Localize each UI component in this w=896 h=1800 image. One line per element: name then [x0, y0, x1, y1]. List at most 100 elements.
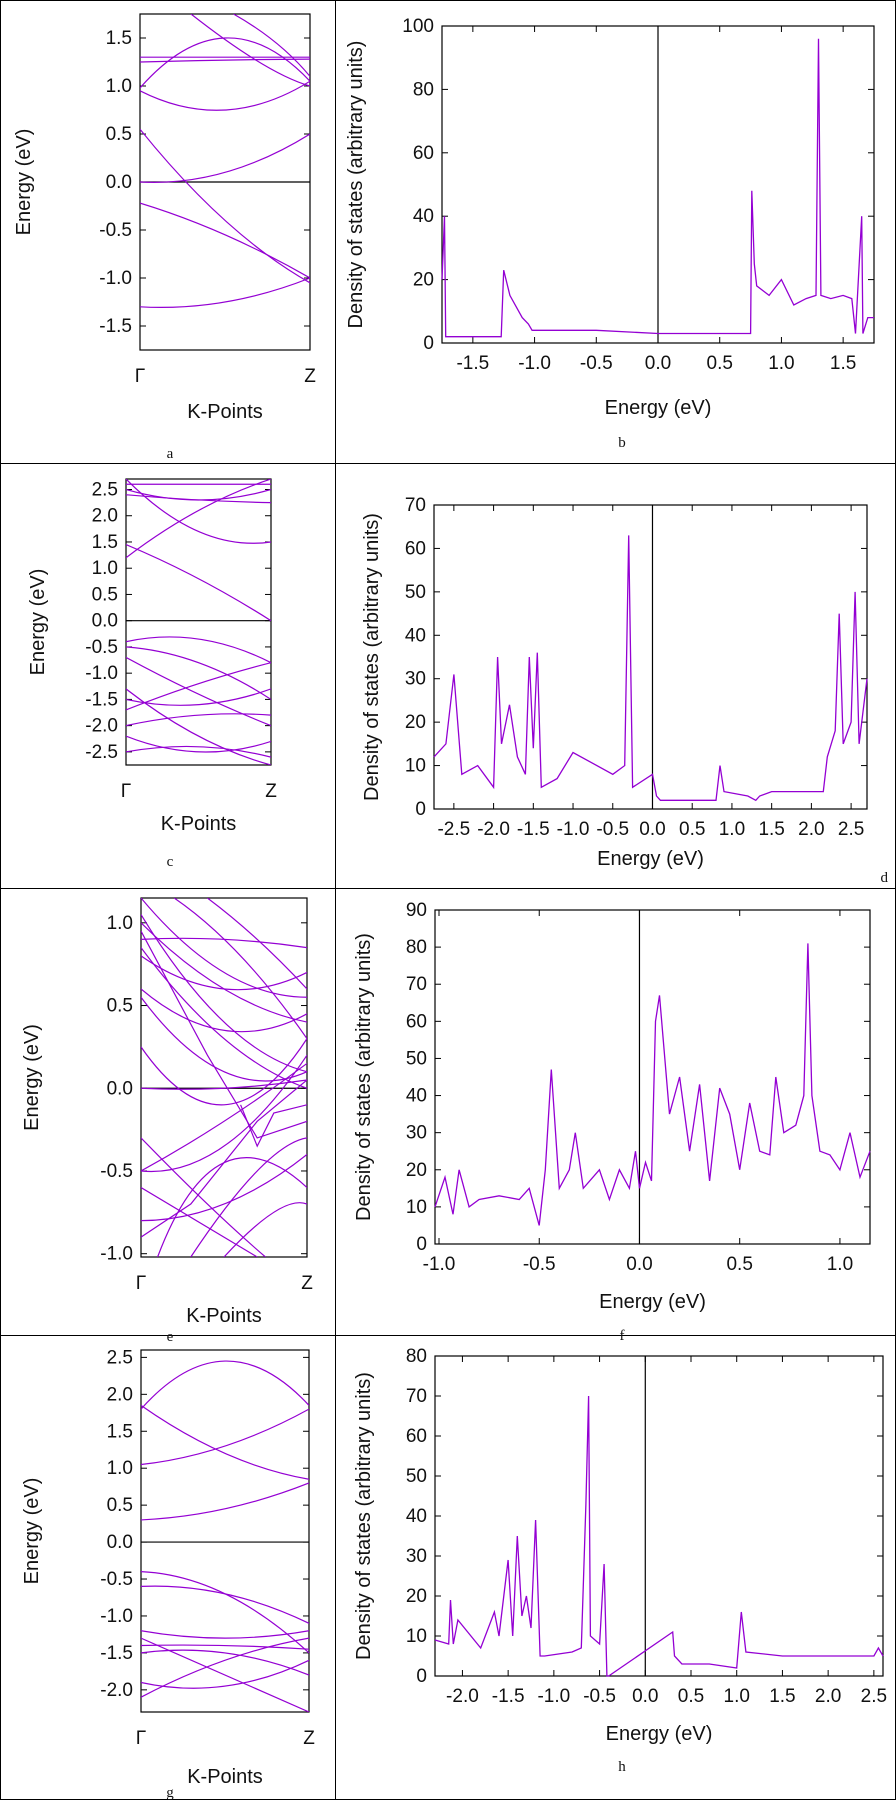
band-line-g-2	[141, 1404, 309, 1480]
x-tick-label-f: 0.5	[726, 1254, 752, 1275]
x-tick-label-h: 0.5	[678, 1686, 704, 1707]
band-line-a-3	[140, 277, 310, 308]
band-line-e-17	[157, 1157, 307, 1257]
band-line-c-0	[126, 544, 271, 622]
x-tick-label-d: 1.5	[758, 819, 784, 840]
y-axis-label-d: Density of states (arbitrary units)	[361, 513, 383, 801]
x-tick-label-h: 2.0	[815, 1686, 841, 1707]
y-tick-label-d: 0	[415, 799, 426, 820]
band-line-e-9	[141, 898, 307, 998]
plot-frame-h	[434, 1355, 884, 1677]
y-tick-label-c: -0.5	[85, 637, 118, 658]
y-axis-label-e: Energy (eV)	[21, 1024, 43, 1131]
x-tick-label-b: 0.5	[707, 353, 733, 374]
band-line-e-3	[141, 1038, 307, 1106]
x-tick-label-b: 1.0	[768, 353, 794, 374]
band-line-e-2	[141, 1079, 307, 1090]
x-axis-label-h: Energy (eV)	[606, 1723, 713, 1745]
y-tick-label-b: 100	[402, 16, 434, 37]
band-line-c-1	[126, 479, 271, 559]
band-line-e-14	[141, 930, 307, 1139]
y-tick-label-f: 30	[406, 1123, 427, 1144]
band-line-e-18	[190, 1137, 307, 1257]
y-tick-label-e: 0.5	[107, 996, 133, 1017]
k-point-label-c: Γ	[121, 781, 131, 802]
band-line-a-1	[140, 202, 310, 279]
band-line-c-4	[126, 494, 271, 504]
band-line-a-8	[233, 14, 310, 77]
y-tick-label-c: 2.5	[92, 479, 118, 500]
plot-frame-f	[434, 909, 871, 1245]
y-tick-label-h: 70	[406, 1386, 427, 1407]
y-tick-label-h: 80	[406, 1346, 427, 1367]
y-tick-label-c: 2.0	[92, 506, 118, 527]
y-tick-label-e: -1.0	[100, 1244, 133, 1265]
band-line-g-7	[141, 1637, 309, 1712]
band-line-c-11	[126, 713, 271, 727]
k-point-label-a: Z	[304, 366, 316, 387]
y-tick-label-c: -1.0	[85, 663, 118, 684]
panel-caption-d: d	[881, 870, 889, 886]
x-tick-label-d: -2.0	[477, 819, 510, 840]
k-point-label-a: Γ	[135, 366, 145, 387]
x-tick-label-d: -1.0	[557, 819, 590, 840]
dos-curve-d	[433, 535, 868, 802]
dos-curve-f	[434, 943, 871, 1226]
band-line-e-12	[173, 898, 307, 1039]
band-line-a-2	[140, 128, 310, 284]
y-tick-label-a: -0.5	[99, 220, 132, 241]
x-axis-label-c: K-Points	[161, 813, 237, 835]
y-tick-label-f: 20	[406, 1160, 427, 1181]
x-axis-label-e: K-Points	[186, 1305, 262, 1327]
y-tick-label-g: 1.5	[107, 1421, 133, 1442]
x-tick-label-h: -1.5	[492, 1686, 525, 1707]
band-line-e-5	[141, 988, 307, 1033]
dos-curve-h	[434, 1395, 884, 1677]
band-line-c-9	[126, 688, 271, 706]
y-tick-label-f: 60	[406, 1011, 427, 1032]
band-line-g-0	[141, 1482, 309, 1521]
k-point-label-e: Z	[301, 1273, 313, 1294]
dos-curve-b	[441, 38, 874, 338]
band-line-e-8	[141, 922, 307, 1023]
band-line-c-2	[126, 479, 271, 544]
band-line-e-20	[141, 1187, 258, 1257]
y-tick-label-d: 40	[405, 625, 426, 646]
y-tick-label-a: -1.0	[99, 268, 132, 289]
y-axis-label-a: Energy (eV)	[13, 129, 35, 236]
y-tick-label-h: 0	[416, 1666, 427, 1687]
band-line-a-4	[140, 80, 310, 111]
x-tick-label-h: -2.0	[446, 1686, 479, 1707]
k-point-label-g: Z	[303, 1728, 315, 1749]
y-tick-label-d: 50	[405, 582, 426, 603]
plot-frame-d	[433, 504, 868, 810]
y-tick-label-c: 0.0	[92, 611, 118, 632]
x-tick-label-h: -1.0	[537, 1686, 570, 1707]
y-axis-label-c: Energy (eV)	[27, 569, 49, 676]
band-line-e-11	[141, 914, 307, 1073]
y-tick-label-g: 2.0	[107, 1384, 133, 1405]
band-line-e-19	[223, 1202, 307, 1257]
band-line-e-0	[141, 1054, 307, 1173]
band-line-g-11	[141, 1644, 309, 1650]
band-line-c-6	[126, 636, 271, 664]
x-tick-label-d: -2.5	[437, 819, 470, 840]
panel-caption-a: a	[167, 446, 174, 462]
k-point-label-g: Γ	[136, 1728, 146, 1749]
x-tick-label-f: -1.0	[423, 1254, 456, 1275]
y-tick-label-g: 0.5	[107, 1495, 133, 1516]
y-tick-label-h: 60	[406, 1426, 427, 1447]
y-tick-label-e: -0.5	[100, 1161, 133, 1182]
x-tick-label-d: 2.0	[798, 819, 824, 840]
y-tick-label-e: 1.0	[107, 913, 133, 934]
x-tick-label-h: 1.0	[724, 1686, 750, 1707]
y-tick-label-c: 0.5	[92, 584, 118, 605]
band-line-e-22	[240, 1104, 307, 1148]
x-axis-label-g: K-Points	[187, 1766, 263, 1788]
band-line-e-4	[141, 996, 307, 1082]
x-tick-label-b: -1.5	[456, 353, 489, 374]
y-tick-label-f: 40	[406, 1086, 427, 1107]
x-tick-label-b: -0.5	[580, 353, 613, 374]
plot-frame-c	[125, 478, 272, 766]
plot-frame-g	[140, 1349, 310, 1713]
